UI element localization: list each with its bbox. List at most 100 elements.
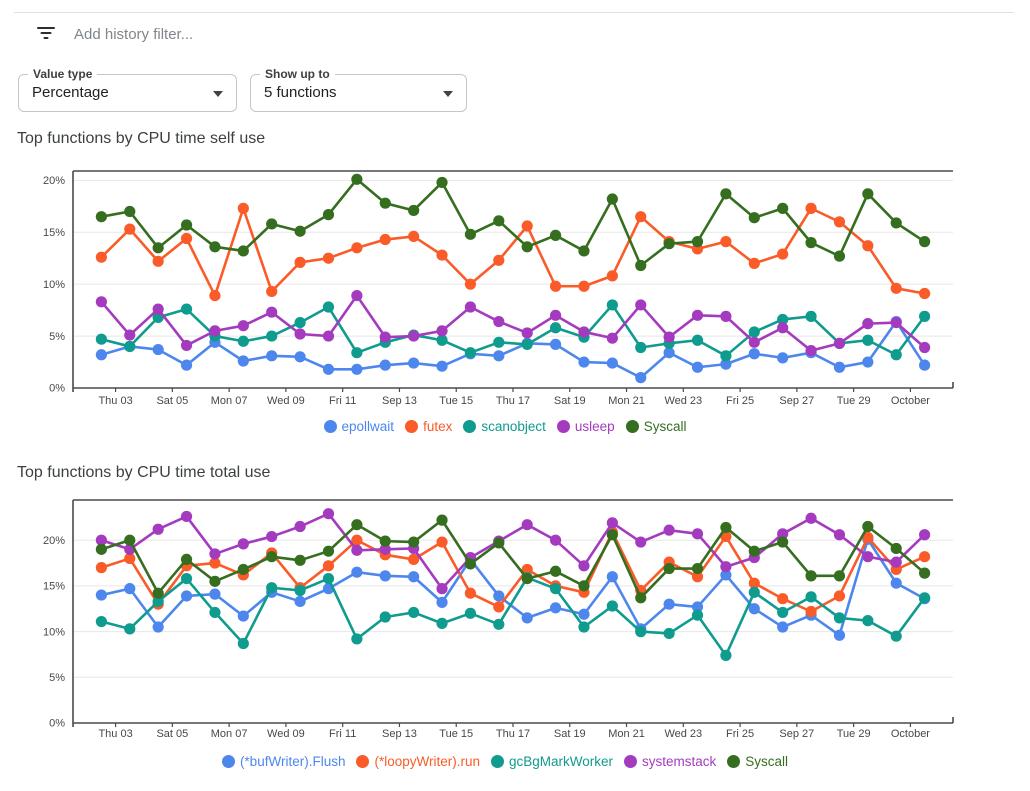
data-point[interactable] bbox=[890, 556, 902, 568]
data-point[interactable] bbox=[351, 566, 363, 578]
data-point[interactable] bbox=[606, 529, 618, 541]
data-point[interactable] bbox=[95, 589, 107, 601]
data-point[interactable] bbox=[464, 558, 477, 570]
data-point[interactable] bbox=[549, 602, 562, 614]
data-point[interactable] bbox=[152, 343, 164, 356]
data-point[interactable] bbox=[521, 241, 533, 253]
history-filter-bar[interactable] bbox=[36, 22, 576, 46]
data-point[interactable] bbox=[919, 529, 931, 541]
data-point[interactable] bbox=[351, 363, 363, 375]
data-point[interactable] bbox=[720, 350, 732, 362]
data-point[interactable] bbox=[379, 197, 391, 209]
data-point[interactable] bbox=[351, 347, 363, 359]
data-point[interactable] bbox=[720, 358, 732, 370]
data-point[interactable] bbox=[890, 217, 902, 229]
data-point[interactable] bbox=[691, 528, 704, 540]
data-point[interactable] bbox=[436, 360, 448, 372]
data-point[interactable] bbox=[266, 350, 278, 362]
data-point[interactable] bbox=[833, 612, 846, 624]
data-point[interactable] bbox=[578, 621, 590, 633]
data-point[interactable] bbox=[379, 611, 391, 623]
data-point[interactable] bbox=[919, 310, 931, 322]
data-point[interactable] bbox=[379, 570, 391, 582]
data-point[interactable] bbox=[379, 331, 391, 343]
data-point[interactable] bbox=[691, 601, 704, 613]
data-point[interactable] bbox=[720, 569, 732, 581]
data-point[interactable] bbox=[180, 553, 193, 566]
data-point[interactable] bbox=[833, 529, 846, 541]
data-point[interactable] bbox=[805, 570, 817, 582]
data-point[interactable] bbox=[919, 341, 931, 354]
data-point[interactable] bbox=[436, 536, 448, 548]
data-point[interactable] bbox=[578, 356, 590, 368]
data-point[interactable] bbox=[606, 600, 618, 612]
data-point[interactable] bbox=[890, 316, 902, 329]
data-point[interactable] bbox=[95, 296, 107, 308]
data-point[interactable] bbox=[237, 245, 249, 257]
data-point[interactable] bbox=[777, 352, 789, 364]
data-point[interactable] bbox=[748, 586, 760, 598]
data-point[interactable] bbox=[493, 315, 505, 328]
data-point[interactable] bbox=[606, 270, 618, 282]
data-point[interactable] bbox=[493, 590, 505, 602]
data-point[interactable] bbox=[521, 327, 533, 339]
data-point[interactable] bbox=[209, 325, 221, 337]
data-point[interactable] bbox=[919, 567, 931, 579]
data-point[interactable] bbox=[294, 595, 306, 608]
data-point[interactable] bbox=[862, 551, 874, 563]
data-point[interactable] bbox=[436, 249, 448, 261]
data-point[interactable] bbox=[124, 534, 136, 546]
data-point[interactable] bbox=[890, 349, 902, 361]
data-point[interactable] bbox=[890, 630, 902, 642]
data-point[interactable] bbox=[436, 334, 448, 346]
data-point[interactable] bbox=[351, 519, 363, 531]
data-point[interactable] bbox=[748, 603, 760, 615]
data-point[interactable] bbox=[777, 322, 789, 334]
data-point[interactable] bbox=[408, 330, 420, 342]
data-point[interactable] bbox=[266, 551, 278, 563]
data-point[interactable] bbox=[209, 588, 221, 600]
data-point[interactable] bbox=[862, 318, 874, 330]
data-point[interactable] bbox=[578, 608, 590, 620]
data-point[interactable] bbox=[805, 202, 817, 214]
data-point[interactable] bbox=[549, 534, 562, 546]
data-point[interactable] bbox=[124, 623, 136, 635]
data-point[interactable] bbox=[691, 236, 704, 248]
data-point[interactable] bbox=[635, 626, 647, 638]
data-point[interactable] bbox=[322, 301, 335, 313]
data-point[interactable] bbox=[919, 551, 931, 563]
data-point[interactable] bbox=[180, 232, 193, 245]
data-point[interactable] bbox=[521, 220, 533, 232]
data-point[interactable] bbox=[124, 340, 136, 353]
data-point[interactable] bbox=[379, 535, 391, 547]
data-point[interactable] bbox=[322, 252, 335, 264]
data-point[interactable] bbox=[919, 236, 931, 248]
data-point[interactable] bbox=[549, 309, 562, 321]
data-point[interactable] bbox=[408, 204, 420, 217]
data-point[interactable] bbox=[180, 219, 193, 231]
data-point[interactable] bbox=[209, 241, 221, 253]
data-point[interactable] bbox=[294, 225, 306, 237]
data-point[interactable] bbox=[209, 606, 221, 619]
data-point[interactable] bbox=[180, 572, 193, 585]
data-point[interactable] bbox=[266, 530, 278, 543]
data-point[interactable] bbox=[862, 188, 874, 200]
data-point[interactable] bbox=[209, 289, 221, 302]
data-point[interactable] bbox=[635, 341, 647, 354]
data-point[interactable] bbox=[578, 326, 590, 338]
data-point[interactable] bbox=[691, 571, 704, 583]
data-point[interactable] bbox=[805, 605, 817, 618]
data-point[interactable] bbox=[436, 325, 448, 337]
data-point[interactable] bbox=[833, 570, 846, 582]
data-point[interactable] bbox=[862, 240, 874, 252]
data-point[interactable] bbox=[351, 289, 363, 302]
data-point[interactable] bbox=[890, 282, 902, 294]
data-point[interactable] bbox=[663, 524, 675, 536]
data-point[interactable] bbox=[578, 580, 590, 592]
data-point[interactable] bbox=[322, 363, 335, 375]
data-point[interactable] bbox=[635, 536, 647, 548]
data-point[interactable] bbox=[833, 590, 846, 602]
data-point[interactable] bbox=[266, 306, 278, 318]
data-point[interactable] bbox=[549, 280, 562, 292]
data-point[interactable] bbox=[862, 356, 874, 368]
